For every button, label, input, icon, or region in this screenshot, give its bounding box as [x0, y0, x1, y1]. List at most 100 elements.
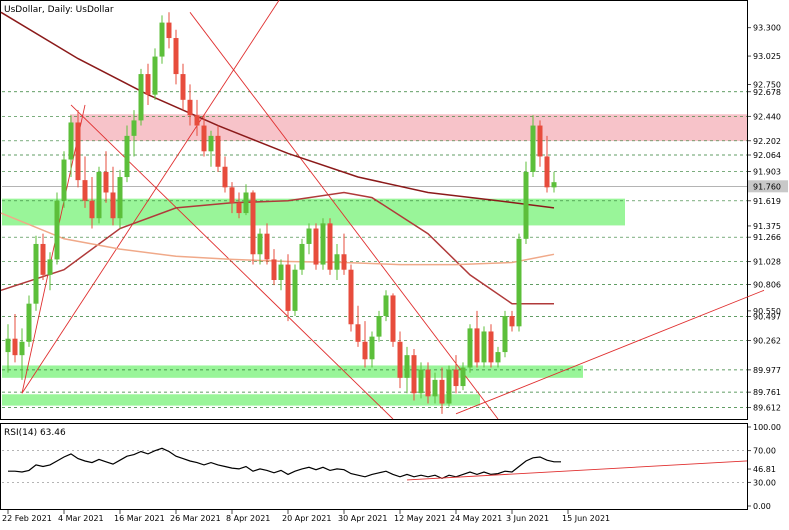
price-tick-label: 90.806: [753, 281, 781, 290]
support-zone-upper: [2, 198, 625, 226]
price-tick-label: 91.903: [753, 168, 781, 177]
candle-bull: [460, 367, 466, 387]
candle-bear: [474, 328, 480, 363]
resistance-zone: [70, 114, 747, 141]
candle-bear: [40, 243, 46, 275]
price-tick-label: 90.550: [753, 307, 781, 316]
date-tick-label: 15 Jun 2021: [562, 514, 610, 523]
price-tick-label: 91.266: [753, 233, 781, 242]
candle-bull: [257, 233, 263, 255]
levels-layer: [2, 91, 747, 408]
date-tick-label: 26 Mar 2021: [170, 514, 221, 523]
candle-bear: [215, 135, 221, 167]
candle-bull: [292, 269, 298, 311]
candle-bear: [327, 223, 333, 270]
main-pane-frame: [0, 0, 748, 420]
date-tick-label: 12 May 2021: [394, 514, 446, 523]
candle-bear: [264, 233, 270, 260]
ma-50-line: [0, 191, 554, 305]
price-tick-label: 90.497: [753, 312, 781, 321]
rsi-line: [8, 447, 561, 480]
date-tick-label: 8 Apr 2021: [226, 514, 270, 523]
date-tick-label: 20 Apr 2021: [282, 514, 331, 523]
candle-bull: [47, 259, 53, 275]
rsi-tick-label: 70.00: [753, 447, 776, 456]
candle-bear: [194, 115, 200, 126]
price-tick-label: 89.761: [753, 388, 781, 397]
candle-bull: [523, 171, 529, 239]
candle-bull: [278, 264, 284, 280]
candle-bear: [439, 379, 445, 404]
fan-line-steep: [21, 0, 280, 394]
price-tick-label: 89.612: [753, 403, 781, 412]
candle-bull: [68, 122, 74, 160]
candle-bear: [166, 22, 172, 39]
candle-bear: [271, 259, 277, 280]
candle-bull: [530, 125, 536, 172]
price-tick-label: 89.977: [753, 366, 781, 375]
candle-bear: [390, 295, 396, 342]
candle-bull: [61, 159, 67, 201]
candle-bear: [537, 125, 543, 157]
candle-bull: [551, 182, 557, 188]
candle-bull: [446, 369, 452, 404]
candle-bear: [187, 99, 193, 116]
candle-bear: [82, 180, 88, 201]
price-tick-label: 90.262: [753, 337, 781, 346]
window-title: UsDollar, Daily: UsDollar: [4, 5, 114, 15]
candle-bull: [138, 74, 144, 121]
candle-bull: [54, 200, 60, 260]
candle-bull: [495, 352, 501, 363]
candle-bull: [131, 120, 137, 136]
candle-bull: [152, 56, 158, 95]
candle-bear: [12, 338, 18, 356]
rsi-trendline: [406, 460, 748, 481]
candle-bear: [250, 192, 256, 255]
ma-200-line: [0, 11, 555, 209]
support-zone-mid: [2, 365, 583, 378]
candle-bear: [180, 74, 186, 100]
candle-bull: [96, 171, 102, 219]
candle-bear: [453, 369, 459, 387]
candle-bull: [369, 336, 375, 360]
current-price-tag: [748, 180, 788, 193]
candle-bear: [411, 355, 417, 394]
rising-trendline: [455, 289, 765, 415]
candles-layer: [5, 12, 557, 414]
rsi-tick-label: 100.00: [753, 423, 781, 432]
candle-bear: [89, 200, 95, 219]
rsi-tick-label: 0.00: [753, 502, 771, 511]
candle-bear: [509, 316, 515, 327]
candle-bear: [110, 192, 116, 219]
channel-line-left: [21, 104, 86, 394]
candle-bull: [481, 331, 487, 363]
candle-bear: [75, 122, 81, 181]
date-tick-label: 30 Apr 2021: [338, 514, 387, 523]
candle-bear: [397, 341, 403, 378]
candle-bull: [334, 254, 340, 270]
candle-bear: [425, 369, 431, 397]
candle-bull: [243, 192, 249, 214]
candle-bear: [285, 264, 291, 311]
rsi-tick-label: 46.81: [753, 465, 776, 474]
candle-bull: [19, 341, 25, 356]
candle-bull: [124, 135, 130, 178]
candle-bear: [341, 254, 347, 270]
candle-bull: [117, 177, 123, 219]
candle-bull: [159, 22, 165, 57]
candle-bull: [208, 135, 214, 152]
candle-bear: [348, 269, 354, 325]
candle-bull: [33, 243, 39, 304]
candle-bull: [306, 228, 312, 244]
candle-bear: [222, 166, 228, 188]
rsi-label: RSI(14) 63.46: [4, 428, 66, 438]
candle-bear: [103, 171, 109, 193]
candle-bear: [201, 125, 207, 152]
candle-bear: [236, 202, 242, 214]
date-tick-label: 24 May 2021: [450, 514, 502, 523]
candle-bull: [299, 243, 305, 270]
